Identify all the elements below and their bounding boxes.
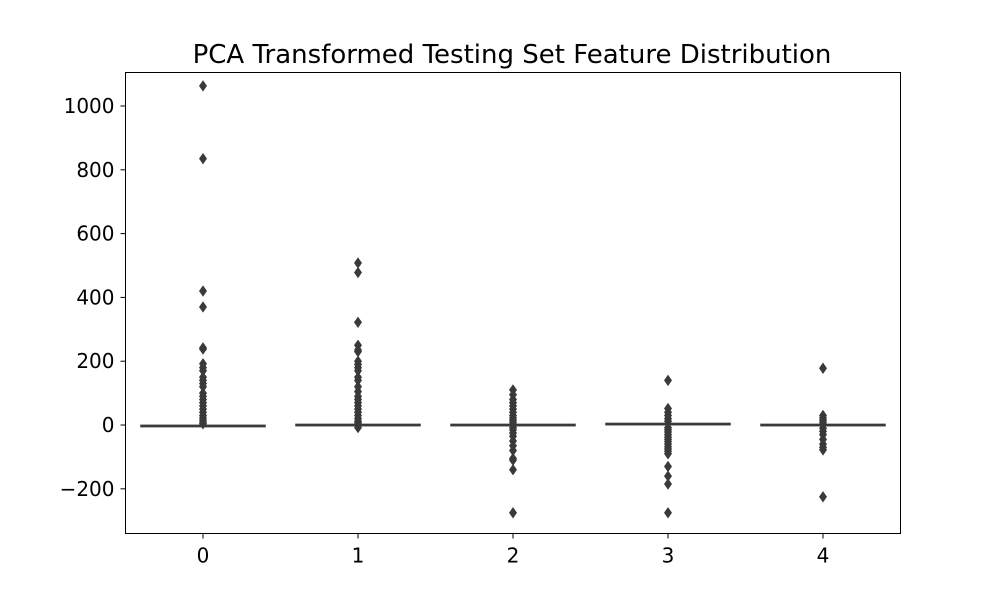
y-tick-label: 400 xyxy=(76,285,114,309)
outlier-point xyxy=(199,152,207,165)
y-tick-label: 1000 xyxy=(64,94,115,118)
outlier-point xyxy=(199,343,207,355)
outlier-point xyxy=(664,374,672,387)
outlier-point xyxy=(199,418,207,430)
outlier-point xyxy=(509,463,517,476)
outlier-point xyxy=(199,301,207,313)
y-tick-label: 800 xyxy=(76,158,114,182)
outlier-point xyxy=(354,266,362,279)
x-tick-label: 0 xyxy=(197,544,210,568)
outlier-point xyxy=(354,257,362,269)
outlier-point xyxy=(664,460,672,473)
y-tick-label: 0 xyxy=(102,413,115,437)
x-tick-label: 2 xyxy=(507,544,520,568)
outlier-point xyxy=(354,421,362,434)
x-tick-label: 3 xyxy=(662,544,675,568)
outlier-point xyxy=(819,362,827,374)
outlier-point xyxy=(664,478,672,490)
y-tick-label: 200 xyxy=(76,349,114,373)
y-tick-label: 600 xyxy=(76,222,114,246)
x-tick-label: 4 xyxy=(817,544,830,568)
outlier-point xyxy=(664,448,672,460)
plot-area: −200 0 200 400 600 800 1000 0 1 2 3 4 xyxy=(60,80,886,568)
outlier-point xyxy=(199,80,207,92)
y-tick-label: −200 xyxy=(60,477,115,501)
axes-frame xyxy=(125,72,901,534)
x-tick-label: 1 xyxy=(352,544,365,568)
outlier-point xyxy=(509,507,517,519)
outlier-point xyxy=(354,316,362,328)
outlier-point xyxy=(664,507,672,519)
outlier-point xyxy=(199,285,207,297)
outlier-point xyxy=(819,491,827,503)
chart-title: PCA Transformed Testing Set Feature Dist… xyxy=(193,40,832,70)
outlier-point xyxy=(819,444,827,456)
